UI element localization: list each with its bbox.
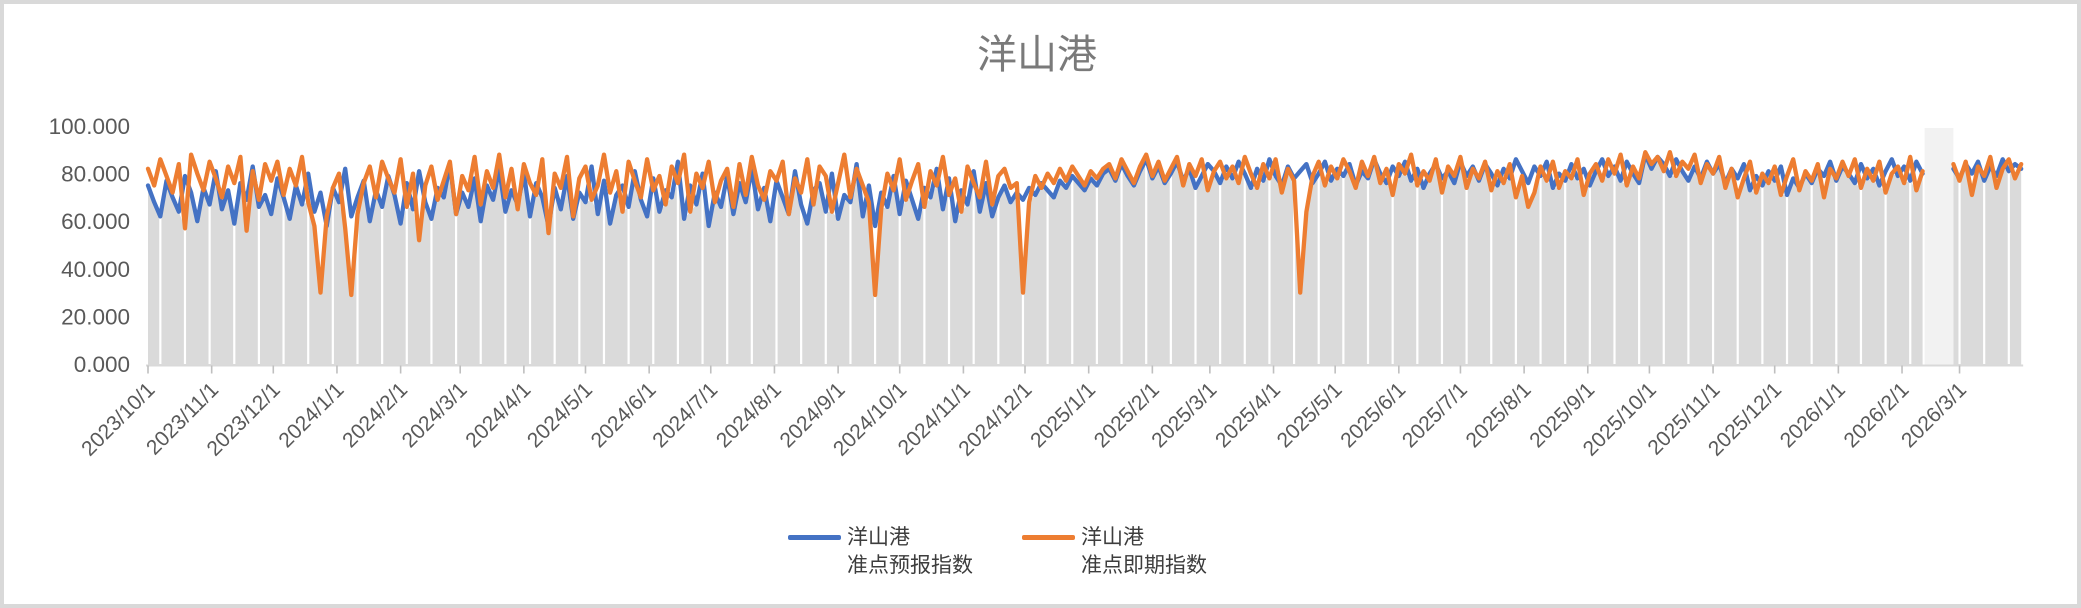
legend-item-spot[interactable]: 洋山港 准点即期指数 [1022, 524, 1207, 580]
x-axis-labels: 2023/10/12023/11/12023/12/12024/1/12024/… [77, 378, 1971, 460]
series-lines[interactable] [145, 150, 2024, 298]
x-tick-label: 2024/4/1 [461, 378, 535, 452]
x-tick-label: 2024/1/1 [274, 378, 348, 452]
missing-data-band [1924, 128, 1954, 365]
x-tick-label: 2025/4/1 [1211, 378, 1285, 452]
missing-data-band [1924, 128, 1954, 365]
y-axis-labels: 100.000 80.000 60.000 40.000 20.000 0.000 [49, 114, 130, 377]
series-line-spot[interactable] [145, 150, 1925, 298]
legend-swatch-forecast-line [788, 535, 841, 540]
area-fill[interactable] [148, 154, 2022, 365]
x-tick-label: 2026/1/1 [1776, 378, 1850, 452]
legend-label-forecast-line1: 洋山港 [847, 526, 910, 549]
x-tick-label: 2025/6/1 [1336, 378, 1410, 452]
x-tick-label: 2024/3/1 [398, 378, 472, 452]
series-line-forecast[interactable] [145, 152, 1925, 229]
x-tick-label: 2024/2/1 [338, 378, 412, 452]
y-tick-label: 100.000 [49, 114, 130, 139]
x-tick-label: 2024/8/1 [712, 378, 786, 452]
y-tick-label: 0.000 [74, 352, 130, 377]
x-axis[interactable] [146, 364, 2024, 374]
x-tick-label: 2025/5/1 [1273, 378, 1347, 452]
x-tick-label: 2025/8/1 [1462, 378, 1536, 452]
area-fill-path[interactable] [1953, 164, 2022, 365]
x-tick-label: 2024/5/1 [523, 378, 597, 452]
x-tick-label: 2025/1/1 [1026, 378, 1100, 452]
x-tick-label: 2024/6/1 [587, 378, 661, 452]
area-fill-path[interactable] [148, 154, 1923, 365]
y-tick-label: 80.000 [61, 162, 130, 187]
y-tick-label: 20.000 [61, 304, 130, 329]
y-tick-label: 40.000 [61, 257, 130, 282]
x-tick-label: 2024/7/1 [648, 378, 722, 452]
chart-title[interactable]: 洋山港 [977, 33, 1097, 77]
y-tick-label: 60.000 [61, 209, 130, 234]
x-tick-label: 2025/7/1 [1398, 378, 1472, 452]
legend-swatch-spot-line [1022, 535, 1075, 540]
chart-canvas[interactable]: 2023/10/12023/11/12023/12/12024/1/12024/… [4, 4, 2077, 604]
legend-label-spot-line2: 准点即期指数 [1081, 554, 1207, 577]
series-line-spot[interactable] [1951, 154, 2024, 198]
legend-item-forecast[interactable]: 洋山港 准点预报指数 [788, 524, 973, 580]
legend-label-forecast-line2: 准点预报指数 [847, 554, 973, 577]
legend-label-spot-line1: 洋山港 [1081, 526, 1144, 549]
